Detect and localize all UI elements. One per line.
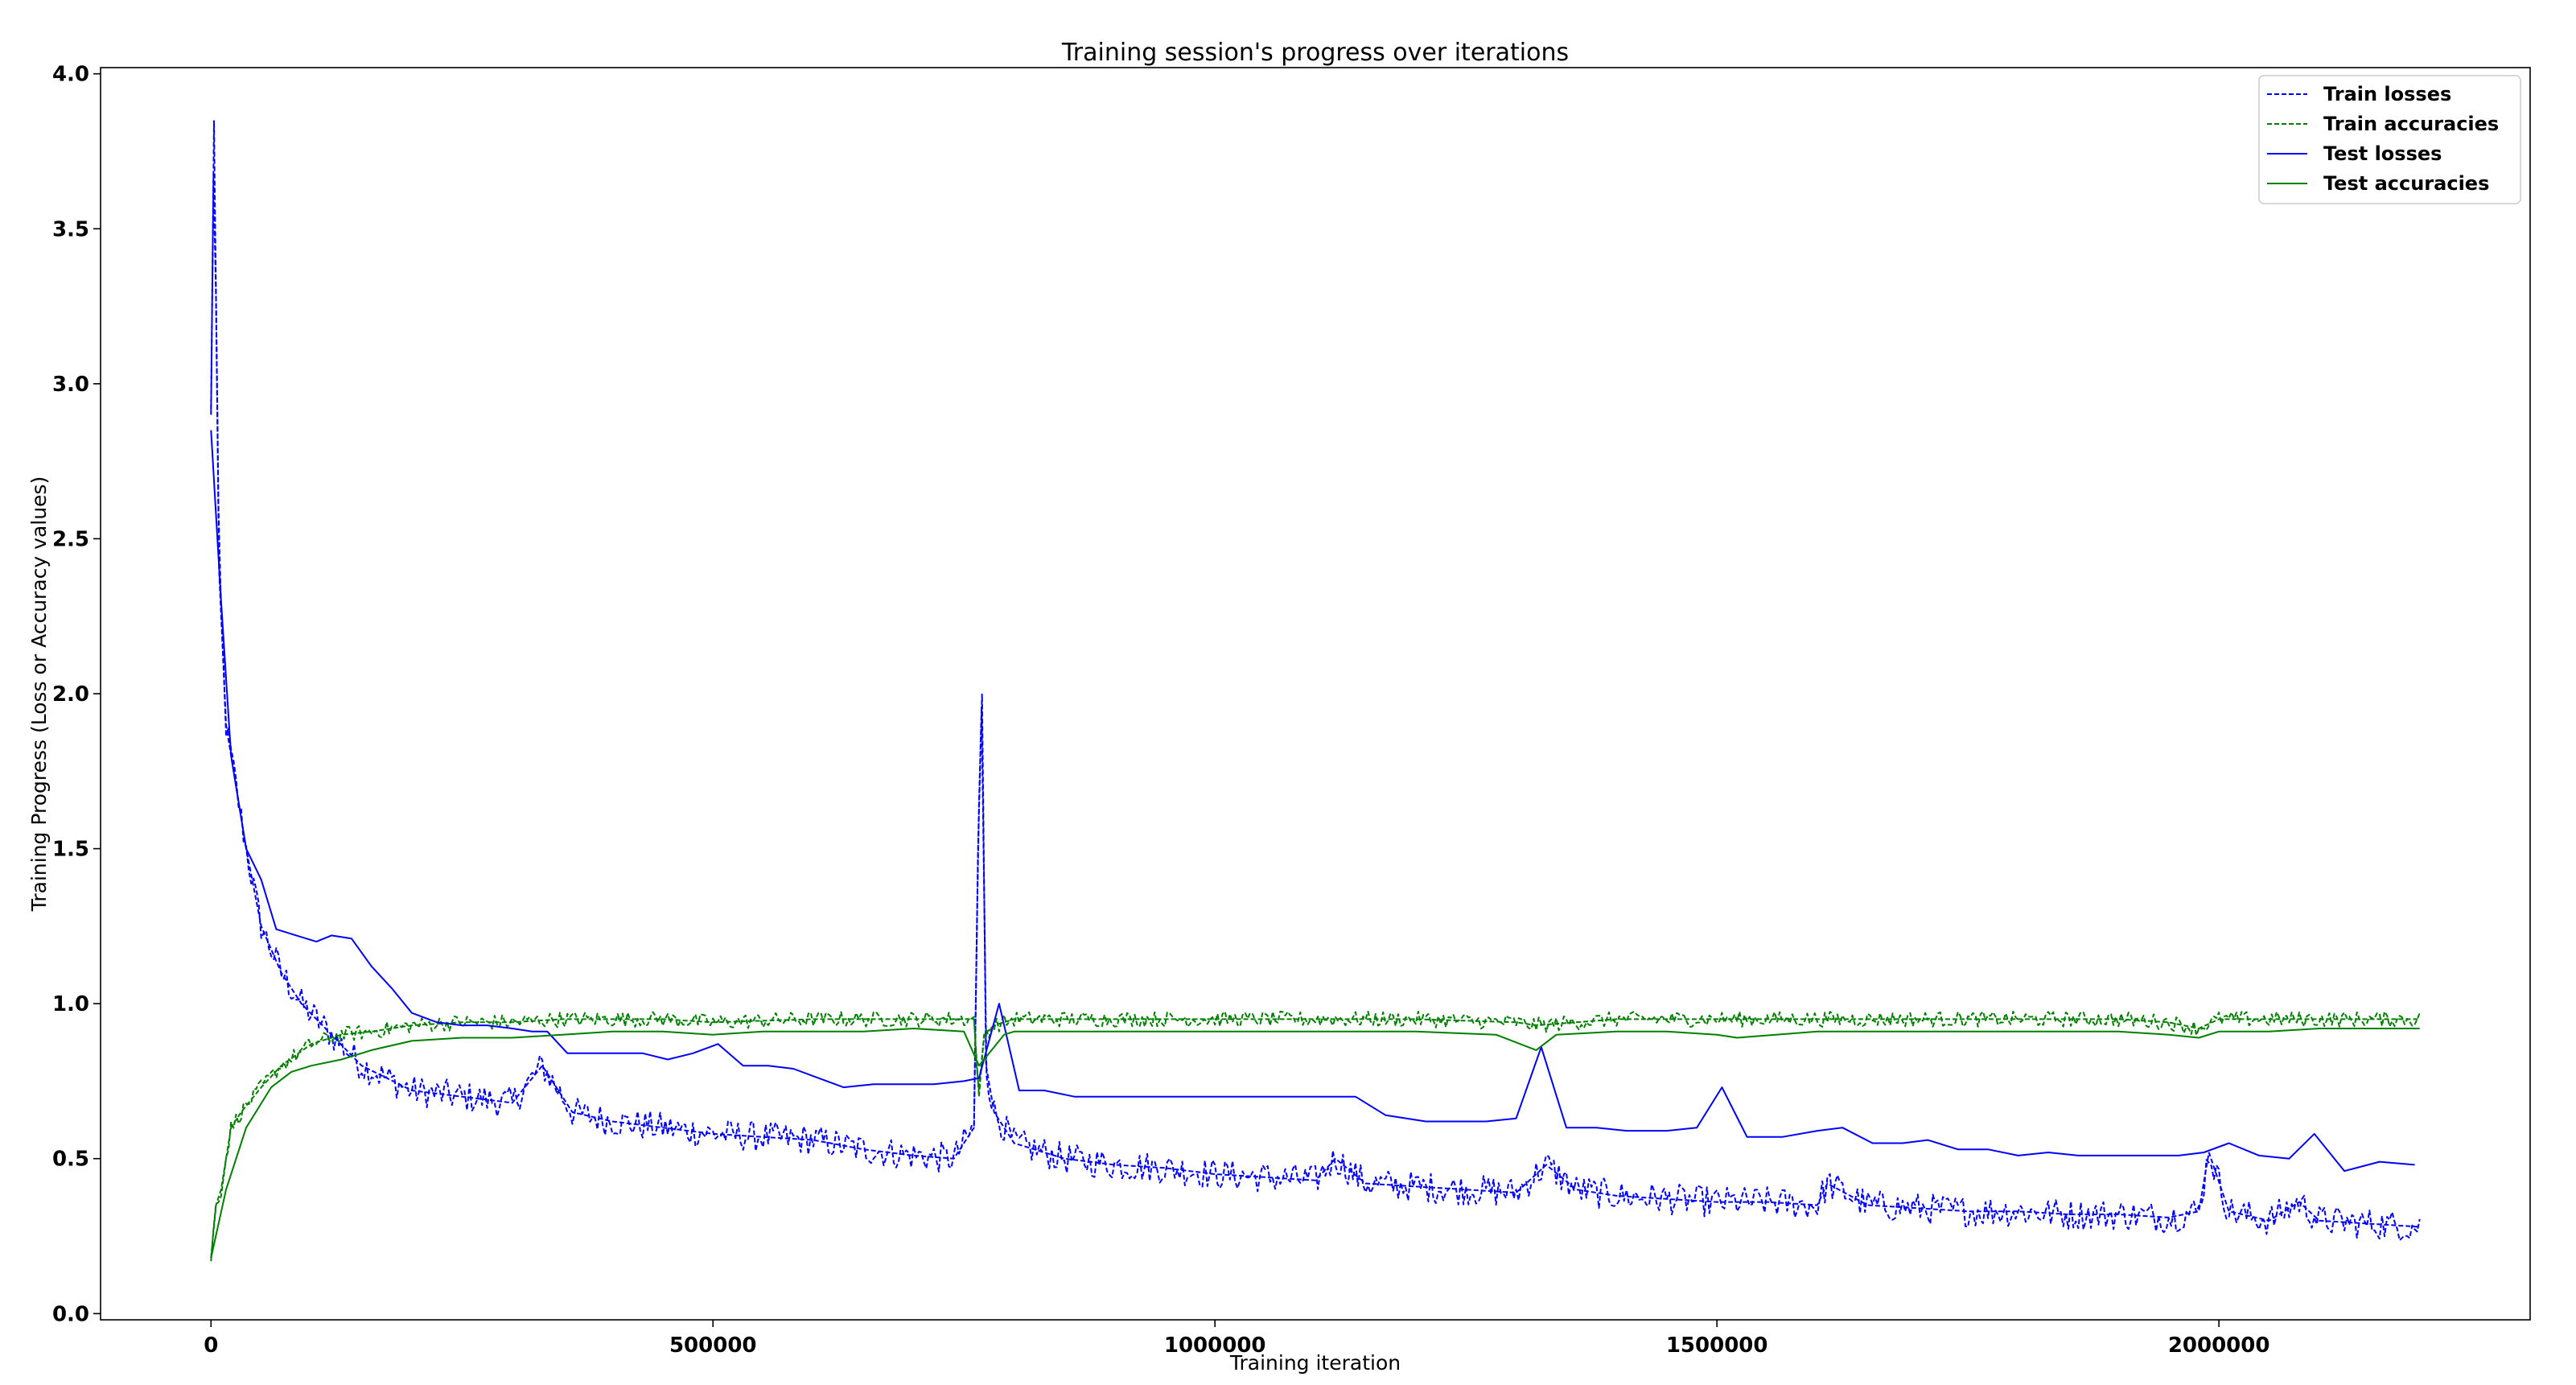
x-axis: 0 500000 1000000 1500000 2000000 xyxy=(204,1320,2269,1358)
chart-title: Training session's progress over iterati… xyxy=(1061,39,1569,67)
legend-label: Test accuracies xyxy=(2323,172,2489,195)
y-tick-label: 0.0 xyxy=(52,1302,89,1326)
x-tick-label: 1500000 xyxy=(1666,1333,1768,1358)
x-tick-label: 0 xyxy=(204,1333,218,1358)
y-axis: 0.0 0.5 1.0 1.5 2.0 2.5 3.0 3.5 4.0 xyxy=(52,63,101,1326)
y-tick-label: 2.5 xyxy=(52,527,89,551)
legend-label: Train losses xyxy=(2323,83,2451,105)
y-tick-label: 1.0 xyxy=(52,992,89,1016)
series-line-3 xyxy=(210,430,2415,1173)
x-tick-label: 1000000 xyxy=(1164,1333,1266,1358)
legend: Train losses Train accuracies Test losses T… xyxy=(2258,75,2521,204)
y-axis-label: Training Progress (Loss or Accuracy valu… xyxy=(27,476,51,912)
series-line-1 xyxy=(210,175,2421,1242)
x-tick-label: 2000000 xyxy=(2168,1333,2270,1358)
legend-label: Train accuracies xyxy=(2323,113,2499,135)
legend-label: Test losses xyxy=(2323,142,2442,165)
y-tick-label: 3.5 xyxy=(52,217,89,241)
y-tick-label: 3.0 xyxy=(52,373,89,397)
series-line-4 xyxy=(210,1028,2420,1259)
x-tick-label: 500000 xyxy=(669,1333,757,1358)
legend-box xyxy=(2258,75,2521,204)
x-axis-label: Training iteration xyxy=(1229,1351,1401,1375)
y-tick-label: 4.0 xyxy=(52,63,89,87)
series-anchor-line-1 xyxy=(210,120,2420,1228)
y-tick-label: 2.0 xyxy=(52,682,89,707)
series-line-2 xyxy=(210,1010,2421,1262)
y-tick-label: 0.5 xyxy=(52,1148,89,1172)
series-layer xyxy=(210,120,2421,1262)
y-tick-label: 1.5 xyxy=(52,838,89,862)
